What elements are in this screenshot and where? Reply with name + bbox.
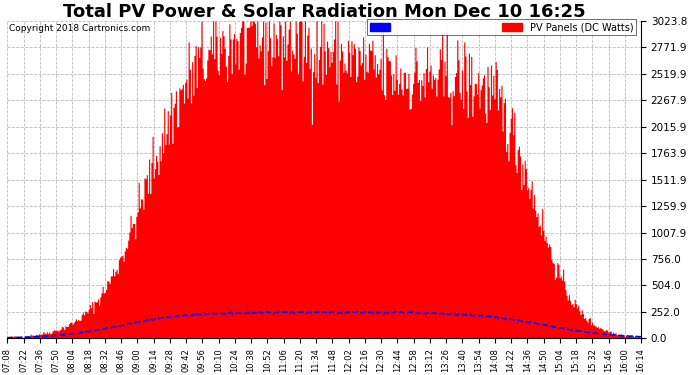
Text: Copyright 2018 Cartronics.com: Copyright 2018 Cartronics.com bbox=[8, 24, 150, 33]
Legend: Radiation (W/m2), PV Panels (DC Watts): Radiation (W/m2), PV Panels (DC Watts) bbox=[367, 20, 636, 35]
Title: Total PV Power & Solar Radiation Mon Dec 10 16:25: Total PV Power & Solar Radiation Mon Dec… bbox=[63, 3, 585, 21]
